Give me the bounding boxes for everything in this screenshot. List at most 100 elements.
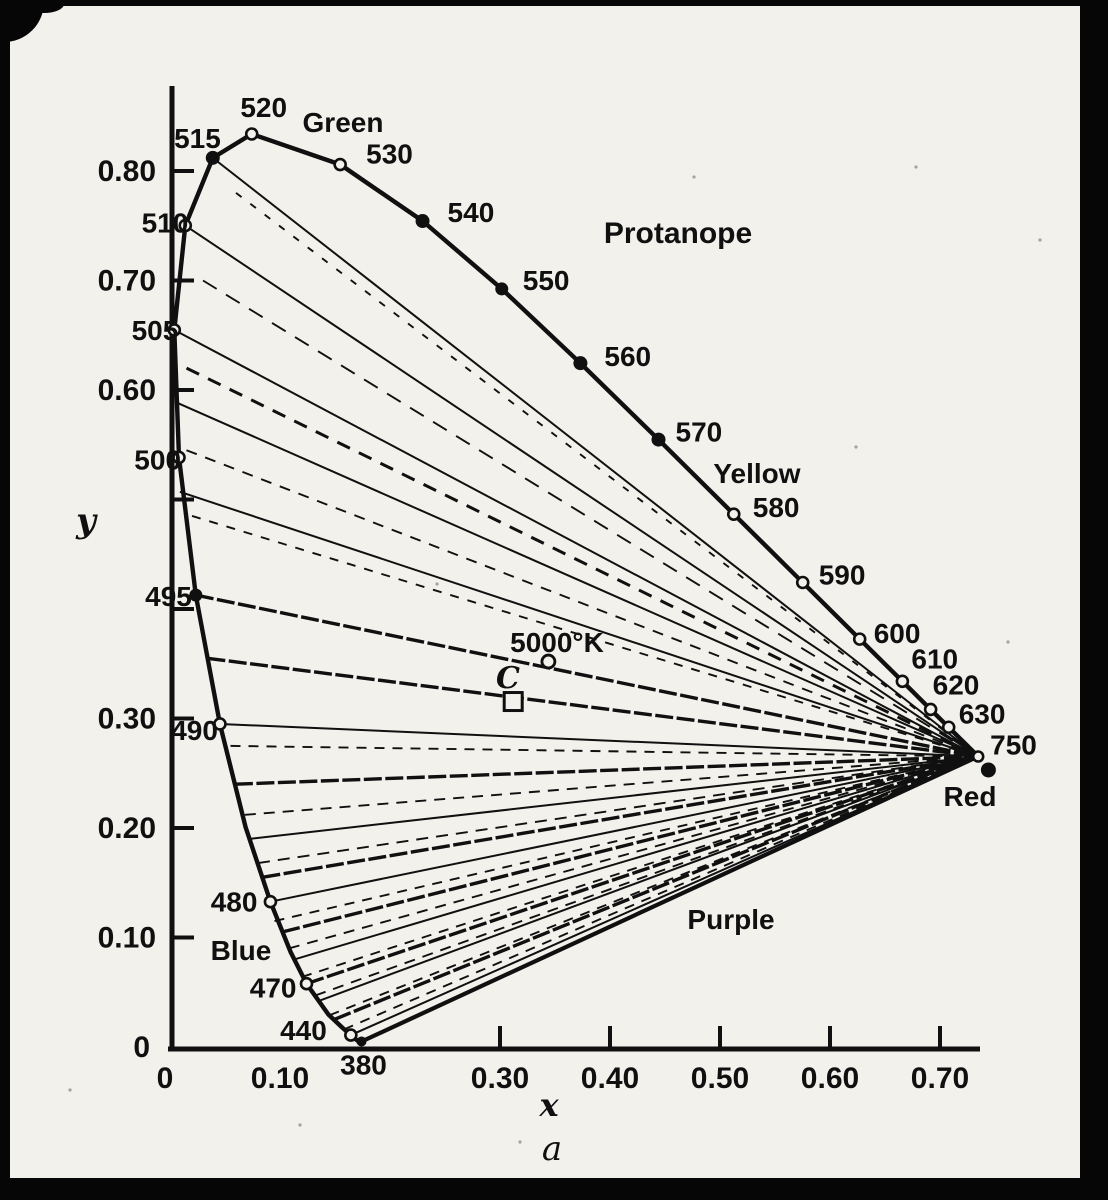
y-tick-label: 0: [133, 1031, 150, 1064]
red-point-label: Red: [944, 781, 997, 812]
figure-sublabel: a: [542, 1129, 562, 1169]
region-label-yellow: Yellow: [713, 458, 800, 489]
confusion-line-dashed: [329, 755, 979, 1017]
wavelength-label-620: 620: [933, 669, 980, 700]
x-tick-label: 0.10: [251, 1062, 309, 1095]
y-tick-label: 0.60: [98, 374, 156, 407]
wavelength-marker-610: [895, 674, 910, 689]
confusion-line-solid: [175, 401, 979, 758]
confusion-line-dashed: [191, 515, 979, 758]
wavelength-label-550: 550: [523, 265, 570, 296]
dust-speck: [854, 445, 858, 449]
wavelength-label-590: 590: [819, 560, 866, 591]
dust-speck: [914, 165, 918, 169]
chart-title: Protanope: [604, 217, 752, 250]
confusion-line-dashed: [235, 192, 979, 758]
wavelength-label-540: 540: [448, 197, 495, 228]
wavelength-label-510: 510: [142, 208, 189, 239]
confusion-line-solid: [333, 754, 979, 1022]
confusion-line-dashed: [343, 755, 979, 1031]
wavelength-marker-480: [263, 894, 278, 909]
x-tick-label: 0.50: [691, 1062, 749, 1095]
wavelength-label-560: 560: [604, 341, 651, 372]
confusion-line-dashed: [288, 755, 979, 950]
wavelength-label-600: 600: [874, 618, 921, 649]
wavelength-marker-750: [971, 750, 985, 763]
wavelength-label-520: 520: [240, 92, 287, 123]
purple-boundary-line: [360, 754, 980, 1044]
region-label-green: Green: [303, 107, 384, 138]
confusion-line-dashed: [202, 279, 979, 758]
confusion-line-solid: [234, 754, 979, 786]
wavelength-label-480: 480: [211, 887, 258, 918]
wavelength-label-610: 610: [911, 643, 958, 674]
confusion-line-solid: [179, 490, 979, 758]
wavelength-marker-560: [573, 356, 588, 371]
dust-speck: [435, 582, 439, 586]
dust-speck: [68, 1088, 72, 1092]
wavelength-label-495: 495: [145, 581, 192, 612]
dust-speck: [692, 175, 696, 179]
confusion-line-solid: [249, 755, 979, 840]
confusion-line-solid: [195, 593, 979, 759]
wavelength-marker-505: [167, 323, 182, 337]
x-tick-label: 0: [157, 1062, 174, 1095]
confusion-line-solid: [219, 722, 979, 758]
confusion-line-solid: [212, 157, 979, 758]
wavelength-marker-600: [852, 632, 867, 646]
confusion-line-solid: [294, 755, 979, 961]
wavelength-marker-590: [795, 575, 810, 590]
illuminant-c-marker: [502, 691, 524, 713]
paper: [10, 6, 1080, 1178]
wavelength-marker-530: [333, 157, 347, 172]
confusion-line-solid: [305, 754, 979, 986]
wavelength-marker-550: [495, 282, 509, 296]
wavelength-marker-515: [205, 150, 220, 165]
wavelength-label-500: 500: [134, 444, 181, 475]
x-tick-label: 0.70: [911, 1062, 969, 1095]
y-axis-title: y: [75, 501, 98, 541]
confusion-line-solid: [173, 329, 979, 758]
wavelength-marker-580: [726, 507, 741, 521]
x-tick-label: 0.30: [471, 1062, 529, 1095]
y-tick-label: 0.70: [98, 265, 156, 298]
wavelength-marker-440: [344, 1028, 358, 1042]
confusion-line-solid: [281, 754, 979, 934]
illuminant-5000k-marker: [540, 653, 557, 670]
wavelength-label-630: 630: [959, 698, 1006, 729]
confusion-line-dashed: [314, 755, 979, 997]
x-tick-label: 0.60: [801, 1062, 859, 1095]
wavelength-marker-380: [356, 1036, 367, 1047]
dust-speck: [298, 1123, 302, 1127]
confusion-line-solid: [184, 224, 979, 758]
confusion-line-dashed: [257, 755, 979, 864]
wavelength-marker-620: [923, 702, 938, 717]
confusion-line-dashed: [185, 366, 979, 758]
region-label-blue: Blue: [211, 935, 272, 966]
red-point-marker: [980, 762, 996, 778]
confusion-line-dashed: [186, 449, 979, 758]
wavelength-label-505: 505: [132, 315, 179, 346]
wavelength-label-530: 530: [366, 139, 413, 170]
dust-speck: [1006, 640, 1010, 644]
confusion-line-dashed: [274, 755, 979, 923]
y-tick-label: 0.80: [98, 155, 156, 188]
wavelength-marker-540: [415, 214, 430, 229]
confusion-line-solid: [207, 656, 979, 759]
wavelength-label-380: 380: [340, 1050, 387, 1081]
wavelength-label-580: 580: [753, 492, 800, 523]
wavelength-marker-520: [244, 127, 259, 141]
confusion-line-solid: [318, 755, 979, 1002]
wavelength-marker-500: [172, 450, 186, 465]
confusion-line-solid: [270, 755, 979, 903]
x-axis-title: x: [538, 1086, 559, 1124]
y-tick-label: 0.20: [98, 812, 156, 845]
illuminant-c-label: C: [496, 661, 520, 696]
confusion-line-solid: [262, 754, 979, 879]
dust-speck: [518, 1140, 522, 1144]
wavelength-marker-495: [189, 588, 203, 602]
wavelength-marker-470: [299, 976, 314, 991]
dust-speck: [1038, 238, 1042, 242]
corner-blob: [24, 0, 64, 13]
